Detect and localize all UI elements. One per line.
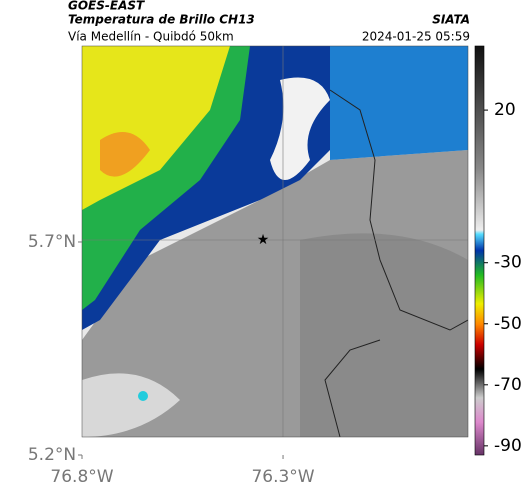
datetime: 2024-01-25 05:59 (362, 30, 470, 44)
colorbar-tick-label: -70 (494, 375, 522, 395)
lon-tick-label: 76.8°W (50, 467, 113, 487)
colorbar-tick-label: 20 (494, 100, 516, 120)
lon-tick-label: 76.3°W (251, 467, 314, 487)
org: SIATA (432, 13, 470, 27)
subtitle: Vía Medellín - Quibdó 50km (68, 30, 234, 44)
colorbar-tick-label: -90 (494, 436, 522, 456)
colorbar-tick-label: -30 (494, 253, 522, 273)
title: Temperatura de Brillo CH13 (68, 13, 255, 27)
lat-tick-label: 5.2°N (28, 445, 76, 465)
lat-tick-label: 5.7°N (28, 232, 76, 252)
svg-text:★: ★ (257, 232, 270, 248)
source: GOES-EAST (68, 0, 145, 13)
satellite-image: ★ (82, 46, 468, 437)
colorbar-tick-label: -50 (494, 314, 522, 334)
colorbar (474, 45, 485, 456)
